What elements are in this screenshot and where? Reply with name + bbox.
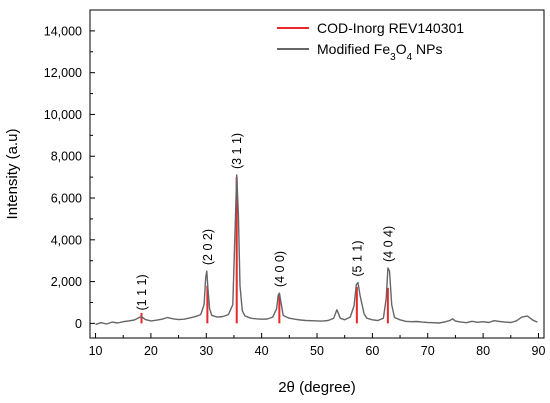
peak-annotations: (1 1 1) (2 0 2) (3 1 1) (4 0 0) (5 1 1) (4 0 …: [135, 133, 395, 311]
y-tick-label: 0: [75, 317, 82, 331]
y-tick-label: 8,000: [51, 150, 82, 164]
y-tick-label: 4,000: [51, 233, 82, 247]
y-tick-label: 12,000: [44, 66, 82, 80]
peak-label: (3 1 1): [230, 133, 244, 169]
legend-label-fe3o4: Modified Fe3O4 NPs: [317, 41, 443, 63]
peak-label: (1 1 1): [135, 274, 149, 310]
y-tick-label: 14,000: [44, 24, 82, 38]
legend-subscript: 3: [390, 52, 396, 63]
data-series: [95, 174, 538, 326]
peak-label: (5 1 1): [350, 240, 364, 276]
legend-text-part: O: [396, 41, 407, 57]
plot-frame: [89, 9, 545, 339]
x-tick-label: 20: [144, 344, 158, 358]
x-tick-label: 60: [365, 344, 379, 358]
y-tick-label: 10,000: [44, 108, 82, 122]
y-tick-label: 2,000: [51, 275, 82, 289]
x-tick-label: 80: [476, 344, 490, 358]
x-tick-label: 30: [199, 344, 213, 358]
x-tick-label: 90: [532, 344, 546, 358]
peak-label: (4 0 0): [273, 251, 287, 287]
axis-ticks: [90, 30, 539, 338]
x-tick-label: 40: [255, 344, 269, 358]
legend-text-part: NPs: [412, 41, 442, 57]
x-axis-title: 2θ (degree): [278, 379, 356, 396]
x-tick-label: 50: [310, 344, 324, 358]
legend-label-cod: COD-Inorg REV140301: [317, 20, 464, 36]
tick-labels: 10 20 30 40 50 60 70 80 90 0 2,000 4,000 6,000 8,000 1…: [44, 24, 546, 358]
legend-subscript: 4: [407, 52, 413, 63]
legend-text-part: Modified Fe: [317, 41, 390, 57]
y-axis-title: Intensity (a.u): [4, 129, 21, 220]
y-tick-label: 6,000: [51, 192, 82, 206]
peak-label: (4 0 4): [381, 226, 395, 262]
peak-label: (2 0 2): [201, 229, 215, 265]
x-tick-label: 70: [421, 344, 435, 358]
legend: COD-Inorg REV140301 Modified Fe3O4 NPs: [277, 20, 464, 63]
x-tick-label: 10: [89, 344, 103, 358]
series-line-fe3o4: [95, 174, 538, 326]
reference-sticks: [140, 177, 389, 324]
